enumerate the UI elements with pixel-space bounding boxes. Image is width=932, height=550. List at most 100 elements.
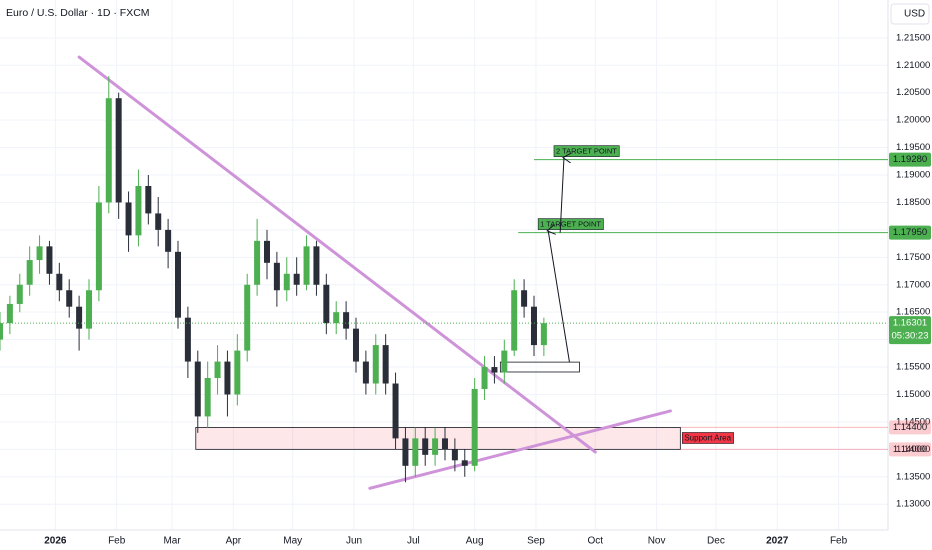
price-marker-label: 1.19280 xyxy=(893,154,927,165)
y-tick-label: 1.15000 xyxy=(896,389,930,400)
trendline xyxy=(368,409,672,490)
x-tick-label: 2027 xyxy=(766,536,789,547)
y-tick-label: 1.16500 xyxy=(896,307,930,318)
target-label-bg xyxy=(537,218,604,230)
candle-body xyxy=(343,312,350,329)
price-marker-label: 1.14400 xyxy=(893,422,927,433)
y-tick-label: 1.18500 xyxy=(896,197,930,208)
candle-body xyxy=(76,306,83,329)
candle-body xyxy=(352,328,359,362)
candle-body xyxy=(263,240,270,263)
currency-label[interactable]: USD xyxy=(904,9,925,20)
candle-body xyxy=(105,98,112,203)
candle-body xyxy=(0,323,3,340)
y-tick-label: 1.13000 xyxy=(896,499,930,510)
candle-body xyxy=(491,367,498,373)
x-tick-label: Aug xyxy=(466,536,484,547)
candle-body xyxy=(6,303,13,324)
candle-body xyxy=(372,345,379,384)
candle-body xyxy=(224,361,231,395)
candle-body xyxy=(174,251,181,318)
candle-body xyxy=(511,290,518,351)
candle-body xyxy=(461,460,468,466)
x-tick-label: Dec xyxy=(707,536,725,547)
y-tick-label: 1.14000 xyxy=(896,444,930,455)
support-label: Support Area xyxy=(684,433,731,442)
y-tick-label: 1.20500 xyxy=(896,87,930,98)
candle-body xyxy=(254,240,261,285)
candle-body xyxy=(194,361,201,417)
candle-body xyxy=(85,290,92,329)
candle-body xyxy=(184,317,191,362)
candle-body xyxy=(392,383,399,439)
candle-body xyxy=(441,438,448,450)
x-tick-label: Feb xyxy=(830,536,848,547)
candle-body xyxy=(16,284,23,304)
trendline xyxy=(77,55,597,454)
candle-body xyxy=(204,378,211,417)
entry-box xyxy=(499,361,580,373)
candle-body xyxy=(273,262,280,291)
candle-body xyxy=(451,449,458,461)
candle-body xyxy=(135,185,142,236)
candle-body xyxy=(95,202,102,291)
y-tick-label: 1.15500 xyxy=(896,362,930,373)
candle-body xyxy=(501,350,508,373)
y-tick-label: 1.20000 xyxy=(896,115,930,126)
target-label-bg xyxy=(553,145,620,157)
candle-body xyxy=(432,438,439,455)
candle-body xyxy=(26,260,33,285)
candle-body xyxy=(234,350,241,395)
candle-body xyxy=(521,290,528,307)
x-tick-label: Feb xyxy=(108,536,126,547)
candle-body xyxy=(323,284,330,324)
y-tick-label: 1.19500 xyxy=(896,142,930,153)
candle-body xyxy=(402,438,409,466)
target-label: 2 TARGET POINT xyxy=(556,147,617,156)
candle-body xyxy=(481,367,488,389)
x-tick-label: Jul xyxy=(407,536,420,547)
x-tick-label: May xyxy=(283,536,302,547)
price-axis-bg xyxy=(888,0,932,550)
candle-body xyxy=(36,246,43,261)
y-tick-label: 1.17000 xyxy=(896,279,930,290)
x-tick-label: Jun xyxy=(346,536,362,547)
candle-body xyxy=(382,345,389,384)
candle-body xyxy=(333,312,340,324)
candle-body xyxy=(66,290,73,307)
x-tick-label: Apr xyxy=(226,536,242,547)
x-tick-label: Nov xyxy=(648,536,666,547)
candle-body xyxy=(313,246,320,285)
chart-title: Euro / U.S. Dollar · 1D · FXCM xyxy=(6,7,150,19)
candle-body xyxy=(303,246,310,285)
price-marker-label: 1.17950 xyxy=(893,227,927,238)
arrow xyxy=(548,231,570,363)
x-tick-label: Oct xyxy=(588,536,604,547)
candle-body xyxy=(46,246,53,274)
candle-body xyxy=(422,438,429,455)
candle-body xyxy=(362,361,369,384)
candle-body xyxy=(115,98,122,203)
x-tick-label: Sep xyxy=(527,536,545,547)
y-tick-label: 1.21500 xyxy=(896,32,930,43)
price-marker xyxy=(889,442,931,457)
y-tick-label: 1.14500 xyxy=(896,416,930,427)
candle-body xyxy=(155,213,162,230)
price-marker xyxy=(889,225,931,240)
candle-body xyxy=(56,273,63,291)
currency-button[interactable] xyxy=(890,3,930,25)
price-marker xyxy=(889,316,931,345)
price-marker-label: 1.16301 xyxy=(893,318,927,329)
candle-body xyxy=(412,438,419,466)
price-marker xyxy=(889,420,931,435)
x-tick-label: Mar xyxy=(163,536,181,547)
y-tick-label: 1.19000 xyxy=(896,170,930,181)
price-marker xyxy=(889,152,931,167)
y-tick-label: 1.13500 xyxy=(896,471,930,482)
y-tick-label: 1.21000 xyxy=(896,60,930,71)
support-label-bg xyxy=(682,432,734,444)
candle-body xyxy=(530,306,537,346)
candle-body xyxy=(165,229,172,252)
candle-body xyxy=(293,273,300,285)
